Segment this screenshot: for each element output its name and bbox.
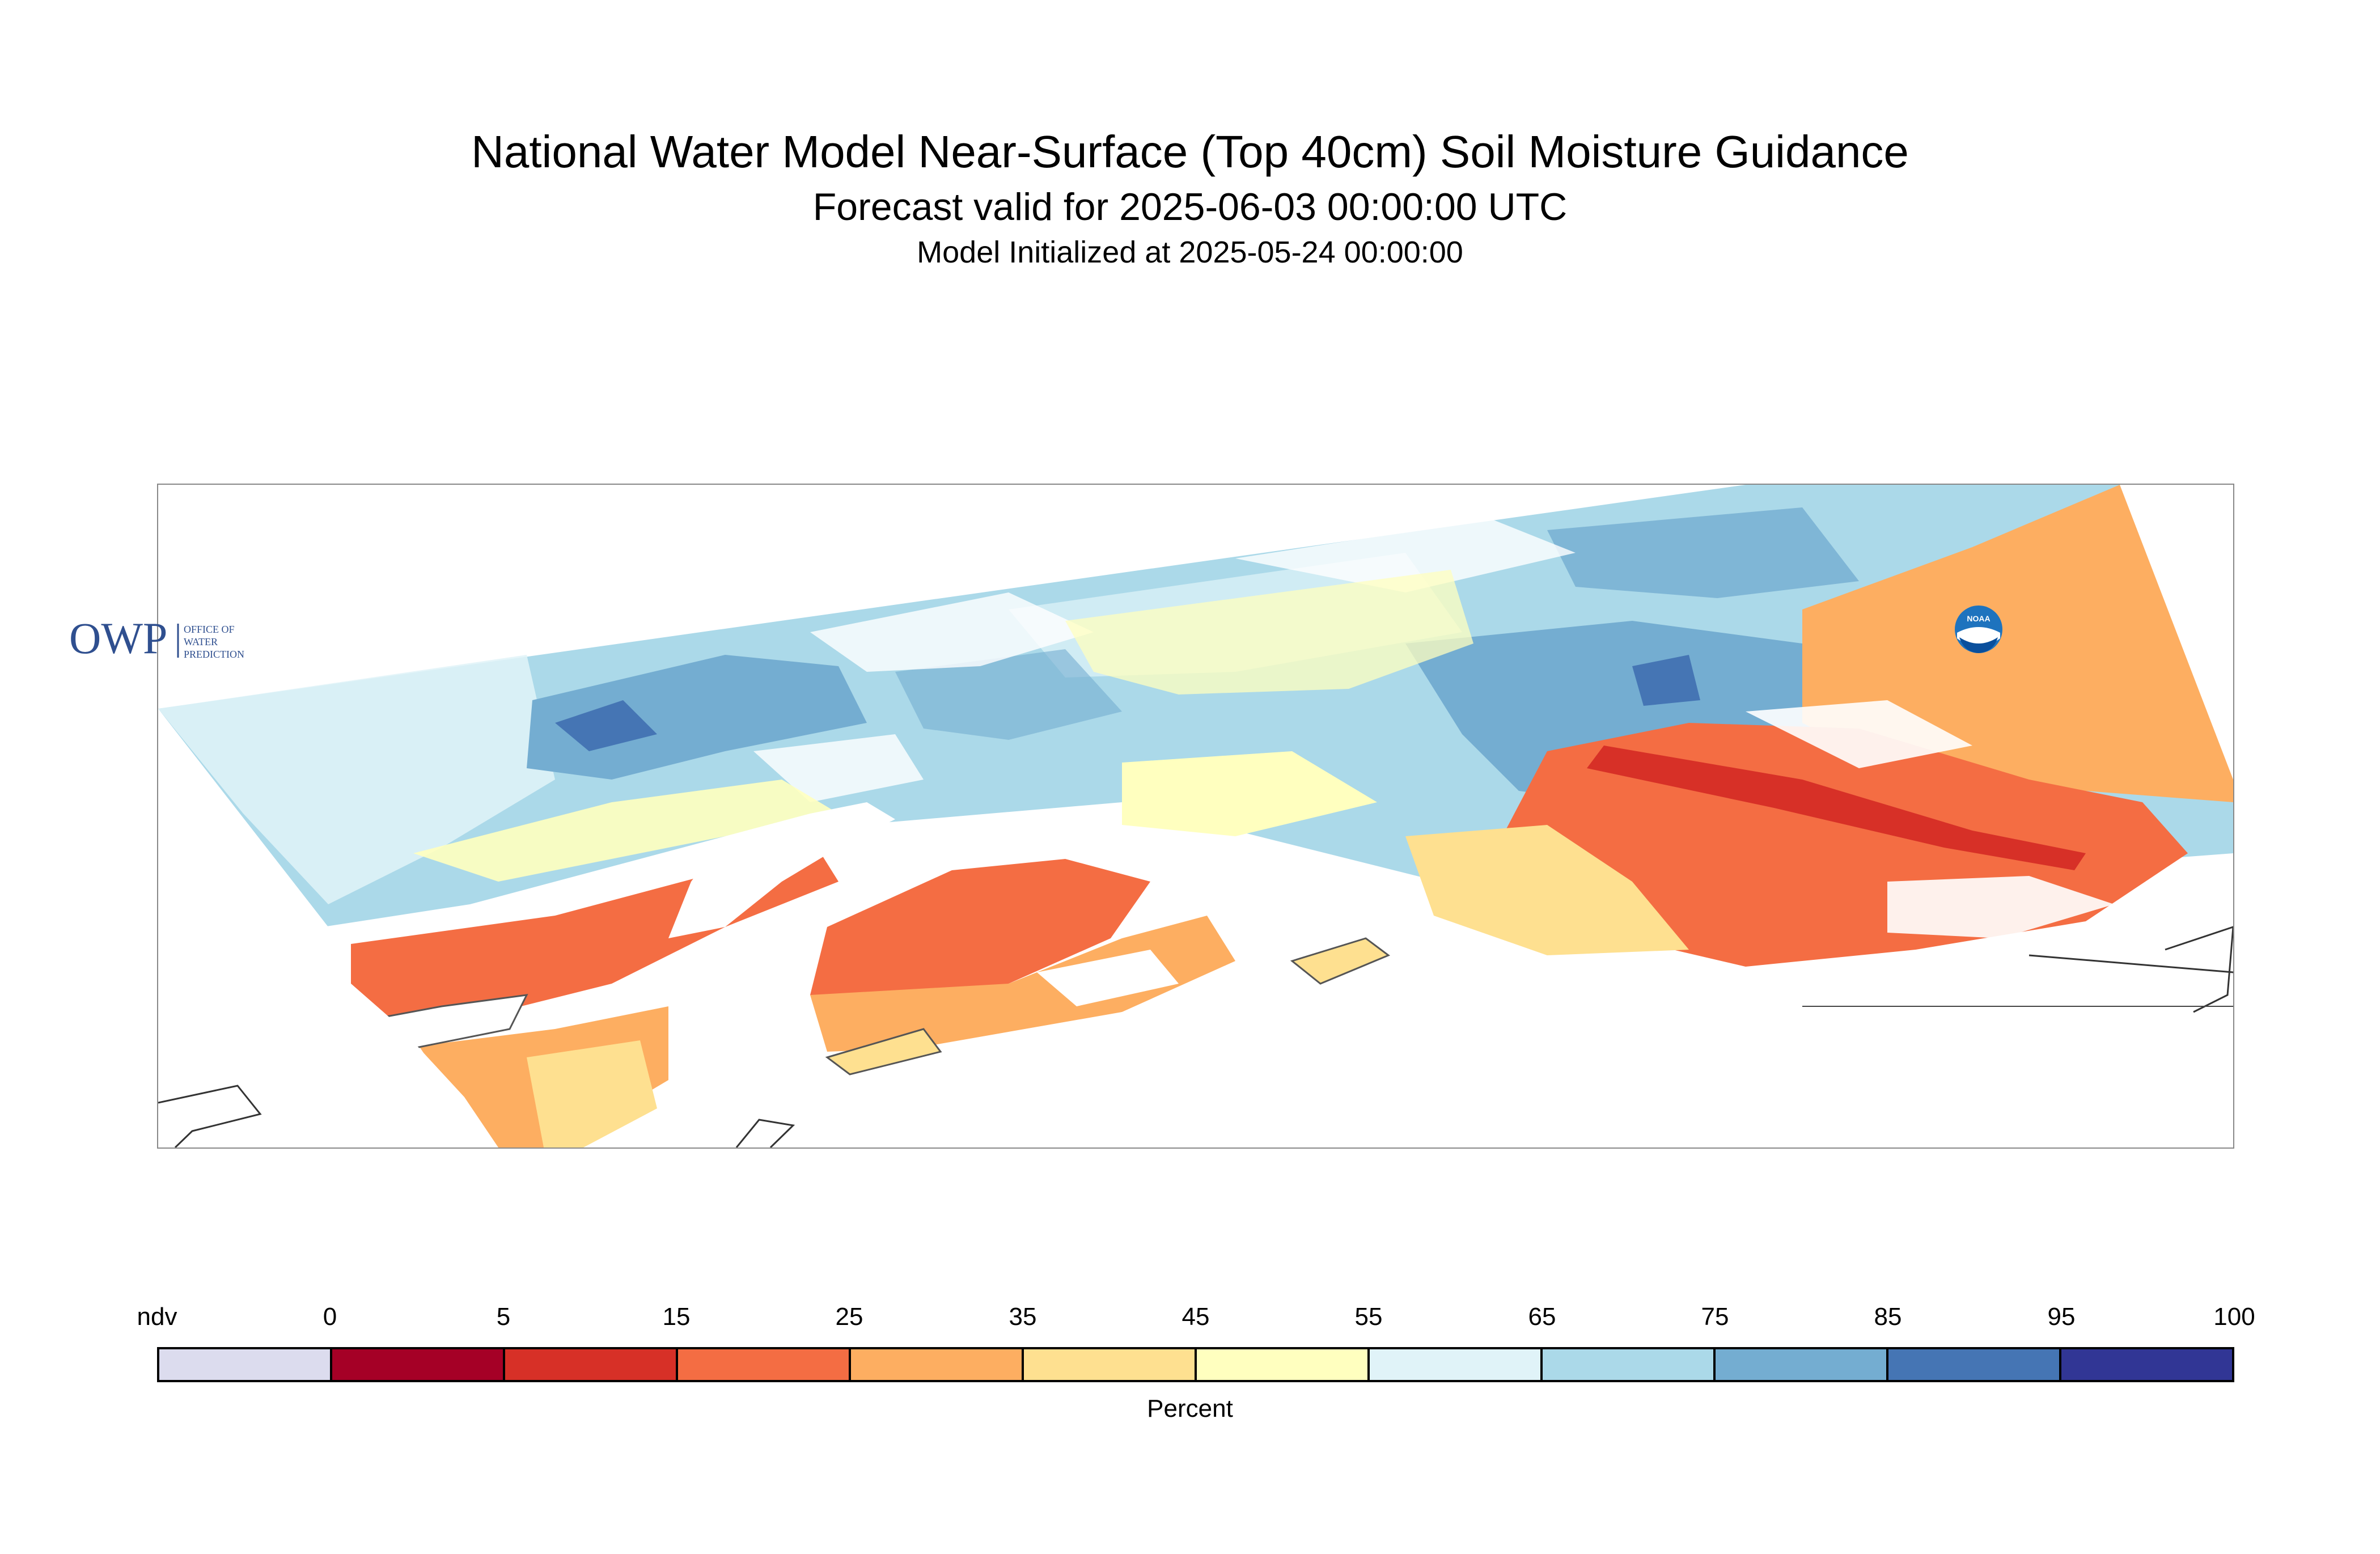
legend-color-swatch <box>159 1349 332 1380</box>
legend-color-swatch <box>1024 1349 1197 1380</box>
noaa-logo-text: NOAA <box>1967 614 1990 623</box>
deep-blue-spots <box>555 700 657 751</box>
inlet-water <box>668 802 895 938</box>
legend-tick: ndv <box>137 1303 177 1331</box>
legend-tick: 35 <box>1009 1303 1037 1331</box>
coastline <box>158 1085 262 1147</box>
moderate-area <box>810 916 1235 1052</box>
forecast-valid-time: Forecast valid for 2025-06-03 00:00:00 U… <box>812 185 1568 228</box>
moderate-area <box>527 1040 657 1147</box>
model-init-time: Model Initialized at 2025-05-24 00:00:00 <box>917 235 1463 269</box>
legend-units: Percent <box>1147 1395 1233 1422</box>
coastline <box>2165 926 2233 1013</box>
moderate-area <box>1122 751 1377 836</box>
deep-blue-spots <box>1632 655 1700 706</box>
map-canvas <box>158 485 2233 1147</box>
legend-color-swatch <box>2061 1349 2232 1380</box>
snow-area <box>753 734 924 802</box>
soil-moisture-map[interactable] <box>157 484 2234 1149</box>
legend-tick: 0 <box>323 1303 337 1331</box>
snow-area <box>1037 950 1179 1006</box>
snow-area <box>1235 519 1576 592</box>
legend-tick: 100 <box>2213 1303 2255 1331</box>
moderate-area <box>1065 570 1473 695</box>
legend-color-swatch <box>1888 1349 2061 1380</box>
southwest-corner-void <box>158 709 498 1147</box>
dark-blue-area <box>527 655 867 780</box>
moderate-area <box>1405 825 1689 955</box>
legend-tick: 95 <box>2047 1303 2076 1331</box>
legend-color-swatch <box>1716 1349 1888 1380</box>
snow-area <box>1746 700 1972 768</box>
northeast-corner-void <box>2120 485 2233 780</box>
very-dry-streak <box>1587 746 2086 870</box>
legend-color-swatch <box>851 1349 1024 1380</box>
dark-blue-area <box>1547 507 1859 598</box>
gulf-water <box>668 955 2233 1147</box>
legend-tick: 15 <box>662 1303 691 1331</box>
legend-tick: 55 <box>1354 1303 1383 1331</box>
legend-tick: 75 <box>1701 1303 1729 1331</box>
snow-area <box>810 592 1094 672</box>
legend-color-swatch <box>1370 1349 1543 1380</box>
dark-blue-area <box>895 649 1122 740</box>
island <box>825 1028 942 1075</box>
owp-logo: OWP OFFICE OF WATER PREDICTION <box>69 616 244 661</box>
owp-logo-letters: OWP <box>69 616 167 661</box>
noaa-logo: NOAA <box>1955 605 2002 653</box>
island <box>1290 937 1390 985</box>
light-blue-area <box>158 655 555 904</box>
coastline <box>735 1119 795 1147</box>
dry-area-peninsula <box>810 859 1150 1012</box>
owp-logo-line-1: OFFICE OF <box>184 624 235 635</box>
legend-tick: 85 <box>1874 1303 1902 1331</box>
owp-logo-line-2: WATER <box>184 636 218 647</box>
legend-colorbar <box>157 1347 2234 1382</box>
legend-tick: 65 <box>1528 1303 1556 1331</box>
legend-tick: 45 <box>1181 1303 1210 1331</box>
map-title: National Water Model Near-Surface (Top 4… <box>471 126 1909 177</box>
legend-color-swatch <box>678 1349 851 1380</box>
owp-logo-line-3: PREDICTION <box>184 649 244 660</box>
legend-color-swatch <box>332 1349 505 1380</box>
snow-area <box>1887 876 2114 938</box>
legend-color-swatch <box>1543 1349 1716 1380</box>
legend-color-swatch <box>1197 1349 1370 1380</box>
legend-tick: 5 <box>496 1303 511 1331</box>
moderate-area <box>413 780 838 882</box>
legend-tick: 25 <box>835 1303 863 1331</box>
coastline <box>2028 954 2233 973</box>
legend-color-swatch <box>505 1349 678 1380</box>
